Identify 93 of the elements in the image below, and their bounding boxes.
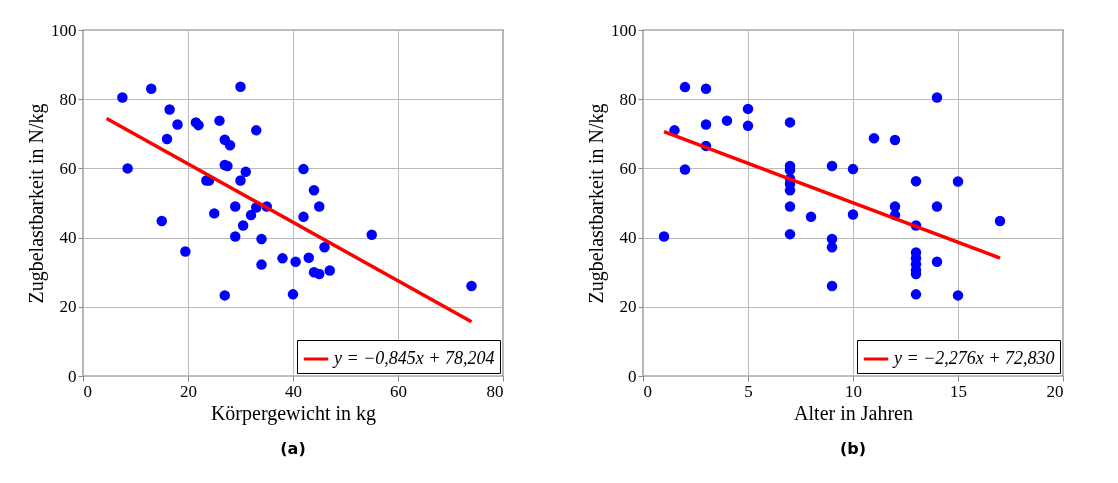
y-tick-label: 0 bbox=[68, 366, 77, 386]
y-axis-title: Zugbelastbarkeit in N/kg bbox=[585, 103, 608, 304]
point bbox=[931, 201, 943, 212]
x-axis-title: Körpergewicht in kg bbox=[210, 401, 377, 425]
text: (a) bbox=[280, 439, 306, 458]
x-tick-label: 10 bbox=[845, 381, 862, 401]
point bbox=[256, 259, 267, 270]
point bbox=[214, 115, 225, 126]
x-tick-label: 60 bbox=[390, 381, 407, 401]
point bbox=[324, 265, 335, 276]
x-tick-label: 80 bbox=[486, 381, 504, 401]
point bbox=[784, 228, 796, 240]
point bbox=[240, 166, 251, 178]
point bbox=[868, 133, 880, 144]
point bbox=[156, 215, 167, 227]
point bbox=[237, 220, 249, 231]
x-tick-label: 20 bbox=[180, 381, 197, 401]
point bbox=[721, 115, 733, 126]
point bbox=[161, 133, 173, 145]
point bbox=[122, 163, 133, 174]
point bbox=[319, 242, 330, 253]
point bbox=[287, 289, 299, 300]
point bbox=[224, 139, 236, 151]
x-tick-label: 0 bbox=[643, 381, 652, 401]
point bbox=[826, 280, 838, 292]
y-tick-label: 20 bbox=[59, 297, 77, 317]
point bbox=[952, 176, 964, 187]
y-axis-title: Zugbelastbarkeit in N/kg bbox=[25, 103, 48, 304]
y-tick-label: 100 bbox=[51, 20, 77, 40]
legend-label: y = −2,276x + 72,830 bbox=[892, 348, 1055, 368]
point bbox=[230, 201, 241, 212]
point bbox=[847, 163, 859, 175]
point bbox=[994, 215, 1006, 227]
point bbox=[277, 253, 288, 264]
point bbox=[230, 231, 241, 242]
point bbox=[931, 256, 943, 268]
point bbox=[742, 120, 754, 132]
x-tick-label: 20 bbox=[1046, 381, 1064, 401]
point bbox=[466, 280, 477, 292]
y-tick-label: 0 bbox=[628, 366, 637, 386]
point bbox=[314, 268, 325, 280]
point bbox=[235, 175, 246, 186]
x-tick-label: 40 bbox=[285, 381, 302, 401]
point bbox=[847, 209, 859, 220]
point bbox=[172, 119, 183, 130]
y-tick-label: 40 bbox=[619, 228, 637, 248]
y-tick-label: 80 bbox=[59, 89, 77, 109]
point bbox=[931, 92, 943, 103]
point bbox=[298, 163, 309, 175]
point bbox=[366, 229, 377, 241]
point bbox=[889, 201, 901, 212]
point bbox=[245, 209, 257, 221]
point bbox=[298, 211, 309, 223]
point bbox=[308, 184, 320, 196]
point bbox=[164, 104, 175, 115]
x-axis-title: Alter in Jahren bbox=[794, 401, 913, 424]
point bbox=[784, 117, 796, 128]
point bbox=[290, 256, 301, 268]
y-tick-label: 20 bbox=[619, 297, 637, 317]
y-tick-label: 80 bbox=[619, 89, 637, 109]
point bbox=[219, 290, 230, 301]
x-tick-label: 0 bbox=[83, 381, 92, 401]
point bbox=[251, 125, 262, 136]
point bbox=[658, 231, 670, 242]
point bbox=[679, 81, 691, 93]
y-tick-label: 60 bbox=[619, 158, 637, 178]
x-tick-label: 5 bbox=[744, 381, 753, 401]
legend-label: y = −0,845x + 78,204 bbox=[332, 348, 495, 368]
point bbox=[235, 81, 246, 92]
y-tick-label: 60 bbox=[59, 158, 77, 178]
point bbox=[314, 201, 325, 212]
point bbox=[889, 134, 901, 146]
y-tick-label: 40 bbox=[59, 228, 77, 248]
point bbox=[117, 92, 128, 103]
point bbox=[805, 211, 817, 223]
point bbox=[256, 233, 267, 245]
point bbox=[209, 208, 220, 219]
point bbox=[910, 289, 922, 300]
point bbox=[146, 83, 157, 95]
point bbox=[679, 164, 691, 175]
point bbox=[700, 119, 712, 130]
point bbox=[826, 160, 838, 172]
point bbox=[952, 290, 964, 301]
point bbox=[742, 103, 754, 115]
point bbox=[784, 201, 796, 212]
point bbox=[180, 246, 191, 257]
point bbox=[826, 242, 838, 253]
point bbox=[700, 83, 712, 95]
x-tick-label: 15 bbox=[950, 381, 967, 401]
point bbox=[303, 252, 314, 263]
y-tick-label: 100 bbox=[611, 20, 637, 40]
point bbox=[910, 175, 922, 187]
text: (b) bbox=[839, 439, 867, 458]
